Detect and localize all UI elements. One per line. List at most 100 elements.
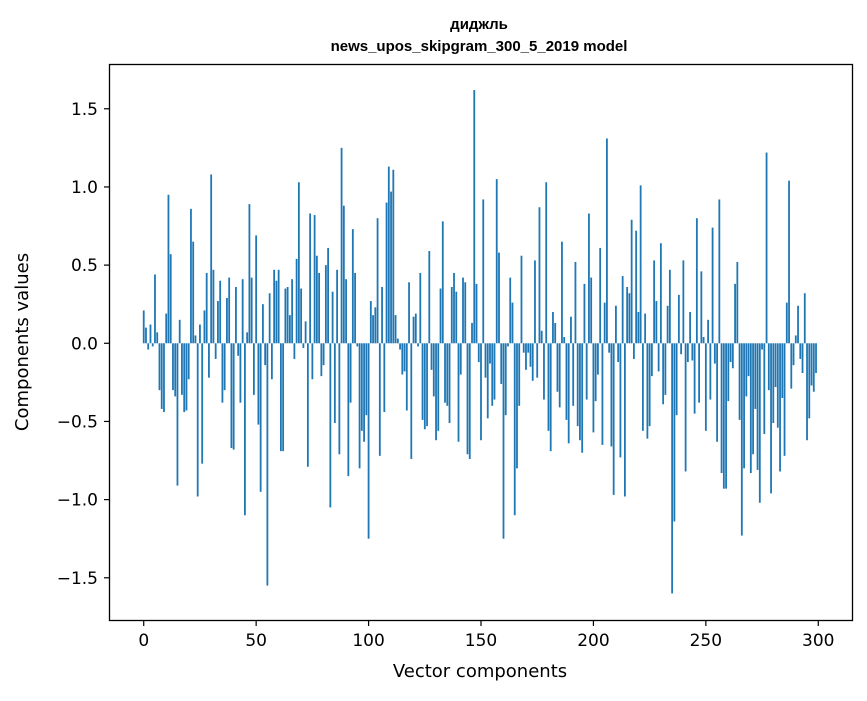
- bar: [615, 305, 617, 344]
- bar: [516, 343, 518, 469]
- bar: [610, 343, 613, 447]
- x-axis-ticks: 0 50 100 150 200 250 300: [138, 620, 834, 651]
- bar: [592, 343, 595, 433]
- x-tick-label: 300: [802, 631, 834, 651]
- bar: [812, 343, 815, 392]
- bar: [419, 272, 422, 344]
- bar: [668, 269, 671, 344]
- bar: [351, 229, 354, 344]
- bar: [529, 343, 532, 367]
- bar: [387, 166, 390, 344]
- bar: [648, 343, 651, 427]
- y-tick-label: −0.5: [57, 412, 98, 432]
- bar: [558, 343, 561, 408]
- bar: [210, 174, 213, 344]
- bar: [466, 343, 469, 455]
- bar: [187, 343, 190, 380]
- bar: [399, 343, 401, 350]
- bar: [214, 343, 217, 359]
- bar: [306, 343, 309, 467]
- bar: [740, 343, 743, 536]
- bar: [376, 218, 379, 344]
- y-tick-label: −1.0: [57, 491, 98, 511]
- bar: [801, 343, 804, 373]
- bar: [549, 343, 552, 452]
- bar: [383, 343, 386, 413]
- bar: [720, 343, 723, 474]
- x-tick-label: 150: [465, 631, 497, 651]
- bar: [484, 343, 487, 378]
- bar: [453, 272, 455, 344]
- y-tick-label: 1.0: [71, 178, 98, 198]
- bar: [534, 260, 536, 344]
- y-tick-label: 1.5: [71, 100, 98, 120]
- bar: [563, 337, 566, 344]
- bar: [369, 301, 372, 344]
- bar: [464, 282, 467, 344]
- bar: [360, 343, 363, 431]
- bar: [336, 269, 338, 344]
- bar: [237, 343, 240, 356]
- bar: [776, 343, 779, 428]
- bar: [363, 343, 365, 442]
- bar: [585, 343, 588, 400]
- bar: [597, 343, 599, 375]
- bar: [270, 343, 273, 380]
- bar: [201, 343, 204, 464]
- bar: [473, 90, 476, 344]
- bar: [378, 343, 381, 456]
- y-axis-label: Components values: [12, 253, 33, 431]
- bar: [221, 343, 224, 403]
- bar: [226, 297, 228, 344]
- bar: [815, 343, 817, 373]
- bar: [203, 310, 206, 344]
- bar: [250, 277, 253, 344]
- bar: [167, 194, 170, 344]
- bar: [761, 343, 763, 350]
- bar: [414, 313, 417, 344]
- bar: [266, 343, 269, 586]
- bar: [486, 343, 489, 419]
- bar: [799, 343, 802, 359]
- bar: [682, 260, 685, 344]
- bar: [199, 324, 201, 344]
- bar: [536, 343, 539, 378]
- bar: [797, 305, 799, 344]
- bar: [345, 279, 347, 344]
- bar: [588, 213, 590, 344]
- bar: [235, 287, 237, 344]
- bar: [165, 313, 168, 344]
- bar: [731, 343, 734, 369]
- bar: [628, 293, 631, 344]
- bar: [147, 343, 150, 350]
- bar: [450, 287, 453, 344]
- bar: [810, 343, 813, 386]
- bar: [572, 343, 575, 406]
- bar: [331, 291, 334, 344]
- bar: [372, 315, 374, 344]
- bar: [322, 343, 325, 366]
- bar: [650, 343, 653, 377]
- bar: [686, 343, 689, 363]
- bar: [716, 343, 718, 442]
- bar: [590, 277, 593, 344]
- bar: [410, 343, 413, 459]
- bar: [365, 343, 368, 416]
- bar: [262, 304, 264, 344]
- bar: [646, 343, 649, 439]
- bar: [579, 343, 581, 441]
- bar: [356, 343, 359, 347]
- bar: [671, 343, 674, 594]
- bar: [552, 312, 554, 344]
- bar: [390, 191, 392, 344]
- bar: [641, 343, 644, 431]
- bar: [241, 279, 244, 344]
- bar: [781, 343, 784, 398]
- bar: [349, 343, 352, 403]
- bar: [554, 322, 557, 344]
- bar: [794, 335, 797, 344]
- bar: [385, 202, 388, 344]
- bar: [792, 343, 795, 366]
- bar: [181, 343, 183, 395]
